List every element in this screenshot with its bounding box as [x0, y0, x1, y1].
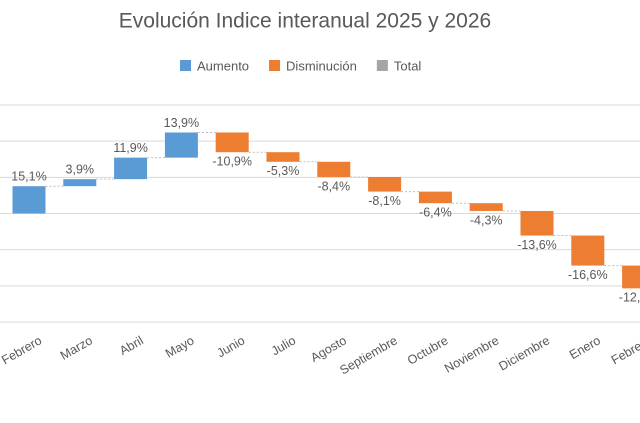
bar [164, 132, 198, 158]
x-tick-label: Febrero [609, 333, 640, 367]
value-label: 3,9% [66, 162, 95, 176]
x-tick-label: Junio [214, 333, 247, 360]
legend-label: Total [394, 58, 422, 73]
value-label: -10,9% [212, 154, 252, 168]
bar [266, 152, 300, 162]
bar [317, 161, 351, 177]
x-tick-label: Julio [269, 333, 298, 358]
bar [418, 191, 452, 204]
x-tick-label: Abril [117, 333, 146, 358]
x-tick-label: Noviembre [442, 333, 501, 375]
value-label: 15,1% [11, 169, 46, 183]
value-label: -4,3% [470, 213, 503, 227]
bar [12, 186, 46, 214]
value-label: -16,6% [568, 268, 608, 282]
value-label: -6,4% [419, 205, 452, 219]
legend-label: Aumento [197, 58, 249, 73]
bar [63, 179, 97, 187]
value-label: 13,9% [164, 116, 199, 130]
x-tick-label: Agosto [308, 333, 349, 365]
x-tick-label: Septiembre [337, 333, 399, 377]
bar [215, 132, 249, 153]
value-label: -8,1% [368, 194, 401, 208]
bar [469, 203, 503, 211]
bar [520, 210, 554, 236]
bar [571, 235, 605, 266]
x-tick-label: Febrero [0, 333, 44, 367]
chart-title: Evolución Indice interanual 2025 y 2026 [119, 10, 491, 33]
x-tick-label: Marzo [58, 333, 95, 363]
value-label: -8,4% [317, 179, 350, 193]
value-label: -12,6% [619, 291, 640, 305]
legend-swatch [180, 60, 191, 71]
x-tick-label: Enero [567, 333, 603, 362]
legend-label: Disminución [286, 58, 357, 73]
bar [368, 176, 402, 192]
value-label: -5,3% [267, 164, 300, 178]
value-label: -13,6% [517, 238, 557, 252]
bar [114, 157, 148, 180]
legend-swatch [376, 60, 388, 71]
value-label: 11,9% [113, 141, 148, 155]
legend-swatch [269, 60, 281, 71]
bar [622, 265, 640, 289]
x-tick-label: Mayo [163, 333, 197, 360]
x-tick-label: Diciembre [496, 333, 552, 373]
